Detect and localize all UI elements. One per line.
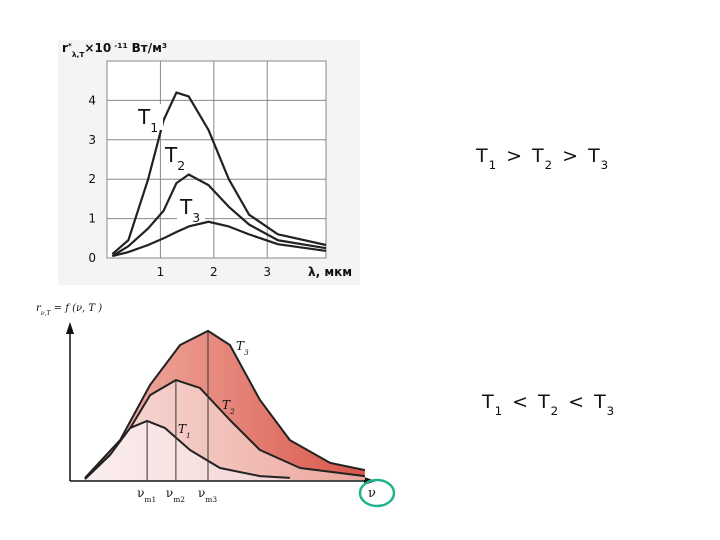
relation-text-part: > — [562, 145, 578, 167]
peak-label-part: ν — [137, 486, 144, 500]
y-axis-label-part: r — [36, 303, 42, 314]
relation-text-part: 3 — [601, 158, 609, 172]
peak-label-part: m2 — [173, 495, 185, 504]
series-label-part: 3 — [244, 348, 249, 357]
y-tick-label: 2 — [88, 172, 96, 186]
series-label: T2 — [164, 143, 185, 173]
relation-text-part: T — [587, 145, 600, 167]
x-axis-label: λ, мкм — [308, 265, 352, 279]
curve — [84, 329, 366, 479]
x-tick-label: 3 — [263, 265, 271, 279]
series-label-part: T — [222, 398, 231, 412]
y-axis-label: r*λ,T×10 -11 Вт/м3 — [62, 41, 167, 59]
x-tick-label: 2 — [210, 265, 218, 279]
x-tick-label: 1 — [157, 265, 165, 279]
series-label-part: T — [137, 105, 151, 129]
series-label: T3 — [236, 339, 249, 357]
peak-label: νm3 — [198, 486, 217, 504]
relation-text-part: T — [531, 145, 544, 167]
y-axis-label-part: λ,T — [72, 50, 86, 59]
series-label-part: T — [236, 339, 245, 353]
series-label-bg — [135, 104, 163, 130]
y-tick-label: 0 — [88, 251, 96, 265]
relation-text-part: T — [593, 391, 606, 413]
relation-text-part: < — [512, 391, 528, 413]
y-axis-label-part: ×10 — [84, 41, 111, 55]
series-label: T1 — [137, 105, 158, 135]
curve — [111, 91, 327, 255]
x-axis-label: ν — [368, 486, 376, 501]
series-label-part: 2 — [177, 158, 185, 173]
series-label: T3 — [179, 195, 200, 225]
relation-text: T1 < T2 < T3 — [481, 391, 614, 418]
series-label-part: 3 — [192, 210, 200, 225]
relation-text-part: 2 — [545, 158, 553, 172]
curve — [84, 419, 290, 480]
series-label-part: T — [179, 195, 193, 219]
relation-text-part: 3 — [607, 404, 615, 418]
y-arrow — [66, 322, 74, 334]
series-label-bg — [162, 142, 190, 168]
peak-label: νm2 — [166, 486, 185, 504]
peak-label-part: m1 — [144, 495, 156, 504]
relation-text-part: T — [537, 391, 550, 413]
series-label-part: 1 — [150, 120, 158, 135]
series-label: T2 — [222, 398, 235, 416]
y-axis-label-part: -11 — [114, 41, 127, 50]
highlight-circle — [358, 478, 396, 508]
series-label-bg — [177, 194, 205, 220]
y-tick-label: 3 — [88, 133, 96, 147]
y-axis-label: rν,T = f (ν, T ) — [36, 303, 102, 317]
y-axis-label-part: = f (ν, T ) — [54, 303, 103, 314]
relation-text-part: > — [506, 145, 522, 167]
y-axis-label-part: * — [68, 41, 72, 50]
peak-label-part: m3 — [205, 495, 217, 504]
y-axis-label-part: 3 — [162, 41, 167, 50]
relation-text-part: T — [481, 391, 494, 413]
series-label-part: T — [178, 422, 187, 436]
relation-text-part: 2 — [551, 404, 559, 418]
relation-text-part: 1 — [489, 158, 497, 172]
relation-text-part: T — [475, 145, 488, 167]
series-label-part: 2 — [229, 407, 235, 416]
y-axis-label-part: r — [62, 41, 68, 55]
curve — [112, 220, 327, 258]
relation-text: T1 > T2 > T3 — [475, 145, 608, 172]
curve — [111, 173, 327, 257]
relation-text-part: 1 — [495, 404, 503, 418]
series-label-part: T — [164, 143, 178, 167]
relation-text-part: < — [568, 391, 584, 413]
y-tick-label: 1 — [88, 212, 96, 226]
plot-frame — [106, 60, 327, 259]
series-label-part: 1 — [186, 431, 191, 440]
series-label: T1 — [178, 422, 191, 440]
y-axis-label-part: Вт/м — [132, 41, 162, 55]
peak-label: νm1 — [137, 486, 156, 504]
peak-label-part: ν — [198, 486, 205, 500]
y-tick-label: 4 — [88, 93, 96, 107]
peak-label-part: ν — [166, 486, 173, 500]
y-axis-label-part: ν,T — [41, 310, 52, 317]
area — [85, 420, 290, 480]
